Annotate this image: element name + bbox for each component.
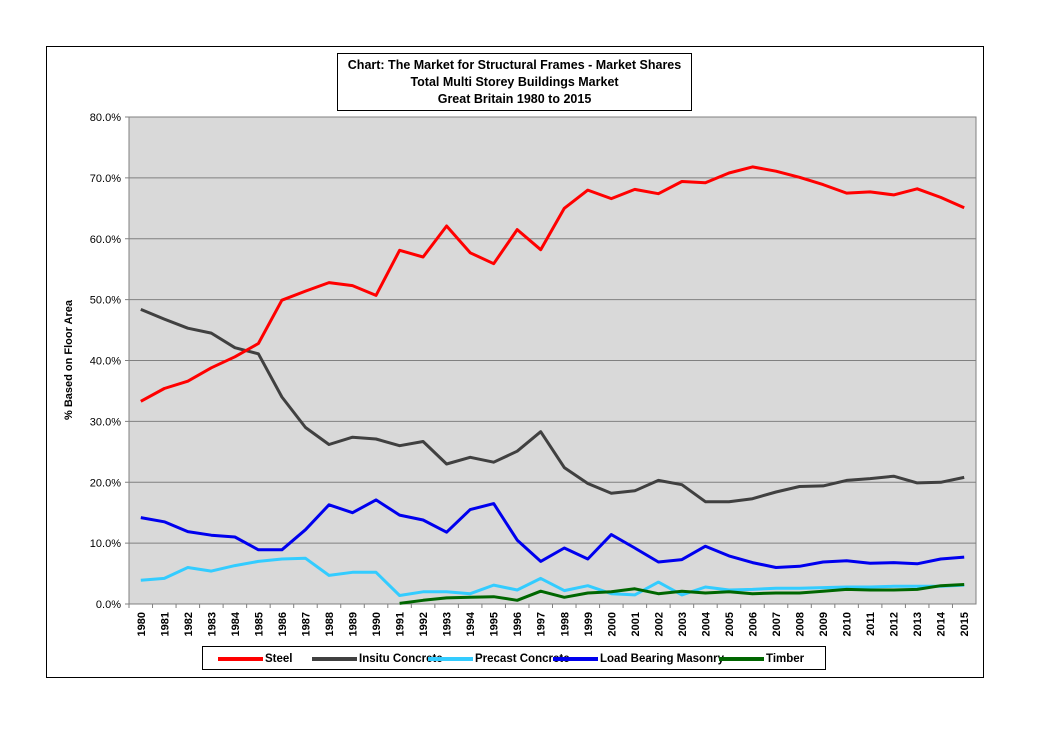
x-tick-label: 2015 xyxy=(959,612,971,636)
x-tick-label: 1995 xyxy=(489,612,501,636)
x-tick-label: 2008 xyxy=(795,612,807,636)
x-tick-label: 2006 xyxy=(747,612,759,636)
x-tick-label: 1982 xyxy=(183,612,195,636)
legend-item-load-bearing-masonry: Load Bearing Masonry xyxy=(553,651,724,667)
series-line-timber xyxy=(399,583,965,605)
legend-swatch-steel xyxy=(218,657,263,661)
series-line-insitu-concrete xyxy=(140,308,965,504)
y-tick-label: 40.0% xyxy=(90,356,121,368)
x-tick-label: 1983 xyxy=(206,612,218,636)
x-axis-ticks: 1980 1981 1982 1983 1984 1985 1986 1987 1988 1989… xyxy=(128,604,971,636)
series-line-steel xyxy=(140,165,965,403)
y-tick-label: 80.0% xyxy=(90,112,121,124)
x-tick-label: 1981 xyxy=(159,612,171,636)
x-tick-label: 1990 xyxy=(371,612,383,636)
x-tick-label: 2003 xyxy=(677,612,689,636)
x-tick-label: 1987 xyxy=(300,612,312,636)
legend-swatch-precast-concrete xyxy=(428,657,473,661)
x-tick-label: 1996 xyxy=(512,612,524,636)
chart-title-box: Chart: The Market for Structural Frames … xyxy=(337,53,692,111)
x-tick-label: 1993 xyxy=(442,612,454,636)
legend-item-precast-concrete: Precast Concrete xyxy=(428,651,570,667)
series-lines xyxy=(140,165,965,605)
x-tick-label: 2007 xyxy=(771,612,783,636)
series-line-precast-concrete xyxy=(140,556,965,597)
legend-item-timber: Timber xyxy=(719,651,804,667)
y-tick-label: 30.0% xyxy=(90,416,121,428)
chart-title-line-2: Total Multi Storey Buildings Market xyxy=(410,75,619,89)
x-tick-label: 1988 xyxy=(324,612,336,636)
legend-swatch-insitu-concrete xyxy=(312,657,357,661)
legend-label-steel: Steel xyxy=(265,653,293,665)
x-tick-label: 1994 xyxy=(465,611,477,636)
y-tick-label: 70.0% xyxy=(90,173,121,185)
chart-title-line-3: Great Britain 1980 to 2015 xyxy=(437,92,592,106)
x-tick-label: 2004 xyxy=(700,611,712,636)
chart-title-line-1: Chart: The Market for Structural Frames … xyxy=(347,58,682,72)
legend-label-load-bearing-masonry: Load Bearing Masonry xyxy=(600,653,724,665)
x-tick-label: 1985 xyxy=(253,612,265,636)
series-line-load-bearing-masonry xyxy=(140,498,965,569)
y-axis-label: % Based on Floor Area xyxy=(63,299,75,420)
x-tick-label: 1998 xyxy=(559,612,571,636)
y-tick-label: 0.0% xyxy=(96,599,121,611)
x-tick-label: 2011 xyxy=(865,612,877,636)
y-tick-label: 20.0% xyxy=(90,477,121,489)
x-tick-label: 1991 xyxy=(395,612,407,636)
y-tick-label: 50.0% xyxy=(90,295,121,307)
x-tick-label: 1989 xyxy=(348,612,360,636)
x-tick-label: 2001 xyxy=(630,612,642,636)
legend-label-insitu-concrete: Insitu Concrete xyxy=(359,653,443,665)
x-tick-label: 1992 xyxy=(418,612,430,636)
legend-swatch-timber xyxy=(719,657,764,661)
x-tick-label: 2002 xyxy=(653,612,665,636)
legend-swatch-load-bearing-masonry xyxy=(553,657,598,661)
x-tick-label: 1984 xyxy=(230,611,242,636)
y-tick-label: 10.0% xyxy=(90,538,121,550)
x-tick-label: 2012 xyxy=(889,612,901,636)
x-tick-label: 2013 xyxy=(912,612,924,636)
y-tick-label: 60.0% xyxy=(90,234,121,246)
x-tick-label: 2009 xyxy=(818,612,830,636)
legend-label-timber: Timber xyxy=(766,653,805,665)
x-tick-label: 2005 xyxy=(724,612,736,636)
x-tick-label: 1997 xyxy=(536,612,548,636)
x-tick-label: 2014 xyxy=(936,611,948,636)
x-tick-label: 1999 xyxy=(583,612,595,636)
x-tick-label: 1986 xyxy=(277,612,289,636)
legend-label-precast-concrete: Precast Concrete xyxy=(475,653,570,665)
x-tick-label: 2010 xyxy=(842,612,854,636)
x-tick-label: 2000 xyxy=(606,612,618,636)
x-tick-label: 1980 xyxy=(136,612,148,636)
chart-legend: Steel Insitu Concrete Precast Concrete L… xyxy=(202,646,826,670)
y-axis-ticks: 0.0% 10.0% 20.0% 30.0% 40.0% 50.0% 60.0% 70.0% 8… xyxy=(90,112,129,611)
legend-item-insitu-concrete: Insitu Concrete xyxy=(312,651,443,667)
legend-item-steel: Steel xyxy=(218,651,293,667)
gridlines xyxy=(129,177,976,544)
